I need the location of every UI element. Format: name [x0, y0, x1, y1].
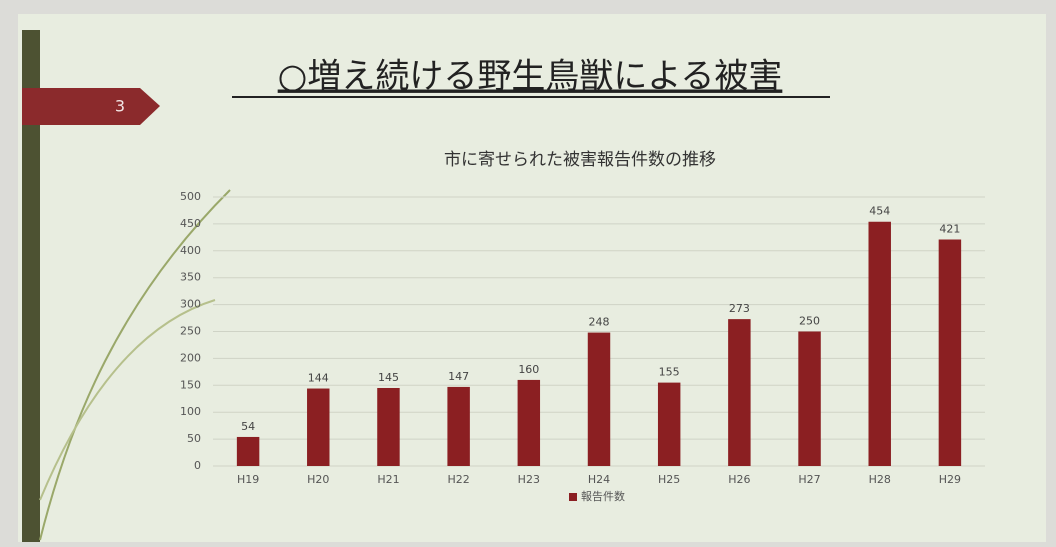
page-number: 3	[115, 97, 125, 116]
bar	[307, 388, 330, 466]
data-label: 147	[448, 370, 469, 383]
data-label: 54	[241, 420, 255, 433]
side-bar	[22, 30, 40, 542]
y-tick-label: 450	[180, 217, 201, 230]
legend-swatch	[569, 493, 577, 501]
y-tick-label: 350	[180, 271, 201, 284]
bar	[236, 436, 260, 466]
y-tick-label: 150	[180, 378, 201, 391]
data-label: 250	[799, 315, 820, 328]
data-label: 421	[939, 223, 960, 236]
x-tick-label: H28	[869, 473, 891, 486]
bar	[868, 221, 891, 466]
y-tick-label: 100	[180, 405, 201, 418]
y-tick-label: 400	[180, 244, 201, 257]
x-tick-label: H24	[588, 473, 610, 486]
y-tick-label: 0	[194, 459, 201, 472]
x-tick-label: H19	[237, 473, 259, 486]
data-label: 155	[659, 366, 680, 379]
page-tab	[22, 88, 160, 125]
bar	[728, 319, 751, 466]
data-label: 248	[589, 316, 610, 329]
decoration	[39, 299, 216, 501]
legend-label: 報告件数	[581, 490, 625, 503]
data-label: 160	[518, 363, 539, 376]
x-tick-label: H22	[447, 473, 469, 486]
decoration	[39, 189, 231, 541]
x-tick-label: H23	[518, 473, 540, 486]
bar	[798, 331, 821, 466]
bar	[587, 332, 611, 466]
data-label: 145	[378, 371, 399, 384]
slide-title: ○増え続ける野生鳥獣による被害	[278, 57, 783, 97]
x-tick-label: H26	[728, 473, 750, 486]
x-tick-label: H21	[377, 473, 399, 486]
bar	[447, 386, 470, 466]
x-tick-label: H25	[658, 473, 680, 486]
y-tick-label: 250	[180, 325, 201, 338]
y-tick-label: 50	[187, 432, 201, 445]
bar	[377, 387, 400, 466]
y-tick-label: 200	[180, 351, 201, 364]
y-tick-label: 300	[180, 298, 201, 311]
data-label: 273	[729, 302, 750, 315]
bar	[657, 382, 681, 466]
x-tick-label: H27	[798, 473, 820, 486]
bar	[517, 379, 541, 466]
bar	[938, 239, 962, 466]
data-label: 454	[869, 205, 890, 218]
x-tick-label: H20	[307, 473, 329, 486]
data-label: 144	[308, 372, 329, 385]
y-tick-label: 500	[180, 190, 201, 203]
chart-title: 市に寄せられた被害報告件数の推移	[444, 150, 716, 170]
x-tick-label: H29	[939, 473, 961, 486]
